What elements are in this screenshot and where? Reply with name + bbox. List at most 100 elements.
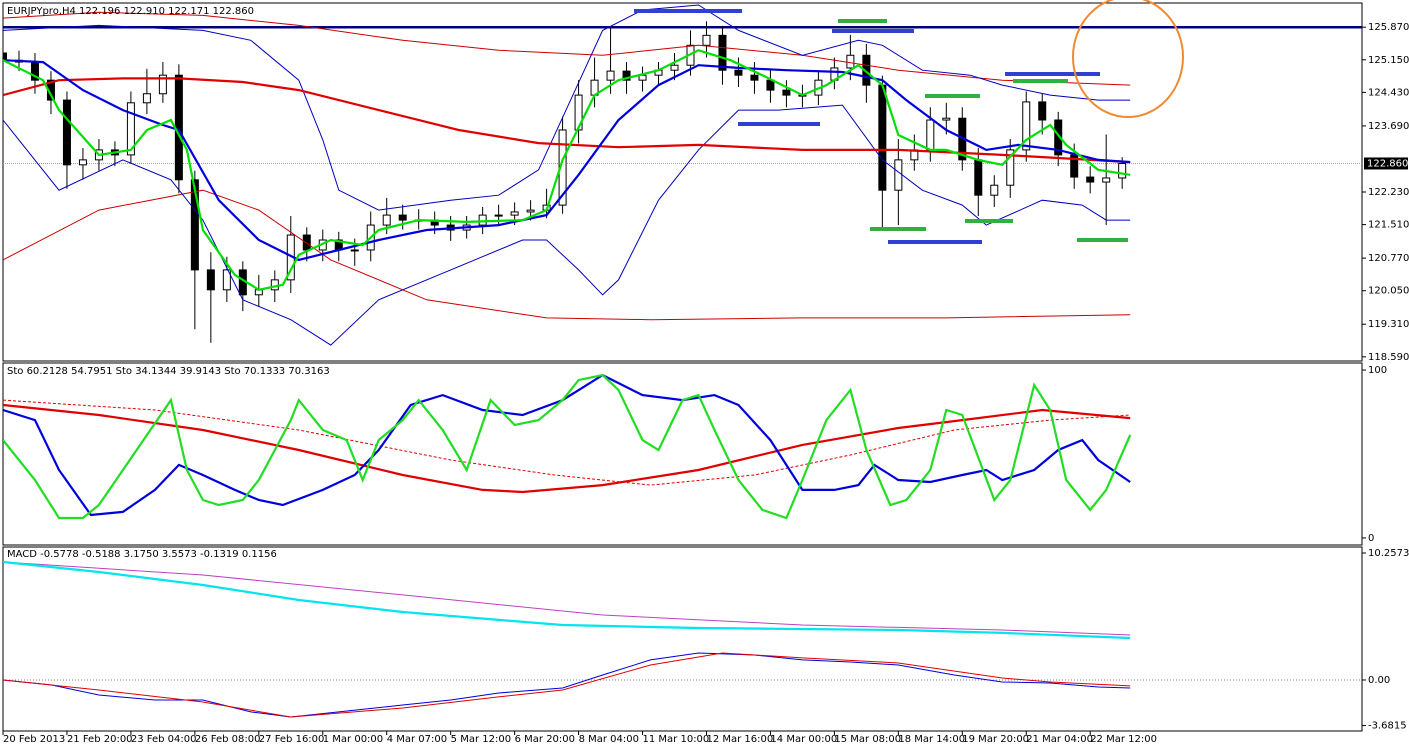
candle-body bbox=[894, 159, 903, 191]
candle-body bbox=[1038, 101, 1047, 121]
candle-body bbox=[1118, 162, 1127, 179]
plot-area bbox=[3, 560, 1362, 718]
indicator-line bbox=[3, 652, 1131, 718]
level-mark bbox=[634, 9, 742, 13]
candle-body bbox=[670, 64, 679, 71]
candle-body bbox=[766, 79, 775, 91]
level-mark bbox=[1005, 72, 1100, 76]
macd-panel bbox=[2, 546, 1363, 732]
x-tick-label: 6 Mar 20:00 bbox=[515, 734, 575, 745]
candle-body bbox=[846, 54, 855, 69]
indicator-line bbox=[3, 399, 1131, 486]
candle-body bbox=[622, 70, 631, 81]
candle-body bbox=[126, 102, 135, 156]
candle-body bbox=[350, 249, 359, 252]
candle-body bbox=[974, 159, 983, 196]
candle-body bbox=[926, 119, 935, 151]
panel-title: MACD -0.5778 -0.5188 3.1750 3.5573 -0.13… bbox=[7, 549, 277, 560]
level-mark bbox=[1013, 79, 1068, 83]
candle-body bbox=[782, 89, 791, 96]
y-tick-label: -3.6815 bbox=[1368, 721, 1407, 732]
level-mark bbox=[1077, 238, 1128, 242]
indicator-line bbox=[3, 59, 1131, 262]
indicator-line bbox=[3, 561, 1131, 636]
y-tick-label: 118.590 bbox=[1368, 352, 1409, 363]
candle-body bbox=[174, 74, 183, 181]
price-label-box bbox=[1364, 157, 1408, 170]
panel-title: Sto 60.2128 54.7951 Sto 34.1344 39.9143 … bbox=[7, 366, 330, 377]
level-mark bbox=[838, 19, 887, 23]
y-tick-label: 121.510 bbox=[1368, 220, 1409, 231]
y-tick-label: 124.430 bbox=[1368, 87, 1409, 98]
panel-title: EURJPYpro,H4 122.196 122.910 122.171 122… bbox=[7, 6, 254, 17]
candle-body bbox=[382, 214, 391, 226]
candle-body bbox=[1054, 119, 1063, 156]
candle-body bbox=[734, 69, 743, 76]
candle-body bbox=[3, 52, 7, 61]
indicator-line bbox=[3, 4, 1131, 211]
y-tick-label: 123.690 bbox=[1368, 121, 1409, 132]
x-tick-label: 1 Mar 00:00 bbox=[323, 734, 383, 745]
candle-body bbox=[878, 84, 887, 191]
x-tick-label: 18 Mar 14:00 bbox=[898, 734, 965, 745]
highlight-circle bbox=[1072, 0, 1184, 118]
x-tick-label: 5 Mar 12:00 bbox=[451, 734, 511, 745]
candle-body bbox=[494, 214, 503, 217]
y-tick-label: 0.00 bbox=[1368, 675, 1390, 686]
indicator-line bbox=[3, 652, 1131, 718]
x-tick-label: 14 Mar 00:00 bbox=[770, 734, 837, 745]
candle-body bbox=[398, 214, 407, 221]
candle-body bbox=[750, 74, 759, 81]
y-tick-label: 119.310 bbox=[1368, 319, 1409, 330]
indicator-line bbox=[3, 77, 1131, 164]
candle-body bbox=[510, 211, 519, 216]
level-mark bbox=[832, 29, 914, 33]
x-tick-label: 26 Feb 08:00 bbox=[195, 734, 261, 745]
y-tick-label: 122.230 bbox=[1368, 187, 1409, 198]
x-tick-label: 23 Feb 04:00 bbox=[131, 734, 197, 745]
y-tick-label: 0 bbox=[1368, 533, 1374, 544]
x-tick-label: 12 Mar 16:00 bbox=[706, 734, 773, 745]
candle-body bbox=[942, 117, 951, 121]
level-mark bbox=[925, 94, 980, 98]
level-mark bbox=[738, 122, 820, 126]
candle-body bbox=[142, 93, 151, 104]
x-tick-label: 15 Mar 08:00 bbox=[834, 734, 901, 745]
level-mark bbox=[965, 219, 1013, 223]
plot-area bbox=[3, 4, 1362, 346]
candle-body bbox=[222, 269, 231, 291]
plot-area bbox=[3, 373, 1132, 520]
indicator-line bbox=[3, 403, 1131, 494]
candle-body bbox=[702, 34, 711, 46]
candle-body bbox=[526, 209, 535, 213]
level-mark bbox=[888, 240, 982, 244]
candle-body bbox=[62, 99, 71, 166]
y-tick-label: 125.870 bbox=[1368, 22, 1409, 33]
x-tick-label: 21 Mar 04:00 bbox=[1026, 734, 1093, 745]
x-tick-label: 22 Mar 12:00 bbox=[1090, 734, 1157, 745]
indicator-line bbox=[3, 373, 1132, 520]
indicator-line bbox=[3, 189, 1131, 321]
indicator-line bbox=[3, 560, 1131, 640]
x-tick-label: 8 Mar 04:00 bbox=[579, 734, 639, 745]
y-tick-label: 120.770 bbox=[1368, 253, 1409, 264]
price-label: 122.860 bbox=[1367, 158, 1408, 169]
candle-body bbox=[1006, 149, 1015, 186]
candle-body bbox=[78, 159, 87, 166]
y-tick-label: 120.050 bbox=[1368, 286, 1409, 297]
x-tick-label: 20 Feb 2013 bbox=[3, 734, 65, 745]
user-drawings bbox=[634, 0, 1184, 244]
y-tick-label: 125.150 bbox=[1368, 55, 1409, 66]
x-tick-label: 4 Mar 07:00 bbox=[387, 734, 447, 745]
candle-body bbox=[190, 179, 199, 271]
x-tick-label: 27 Feb 16:00 bbox=[259, 734, 325, 745]
x-tick-label: 19 Mar 20:00 bbox=[962, 734, 1029, 745]
candle-body bbox=[478, 214, 487, 226]
candle-body bbox=[158, 74, 167, 95]
stochastic-panel bbox=[2, 362, 1363, 546]
y-tick-label: 100 bbox=[1368, 365, 1387, 376]
main-panel bbox=[2, 2, 1363, 362]
indicator-line bbox=[3, 49, 1131, 291]
candle-body bbox=[990, 184, 999, 196]
